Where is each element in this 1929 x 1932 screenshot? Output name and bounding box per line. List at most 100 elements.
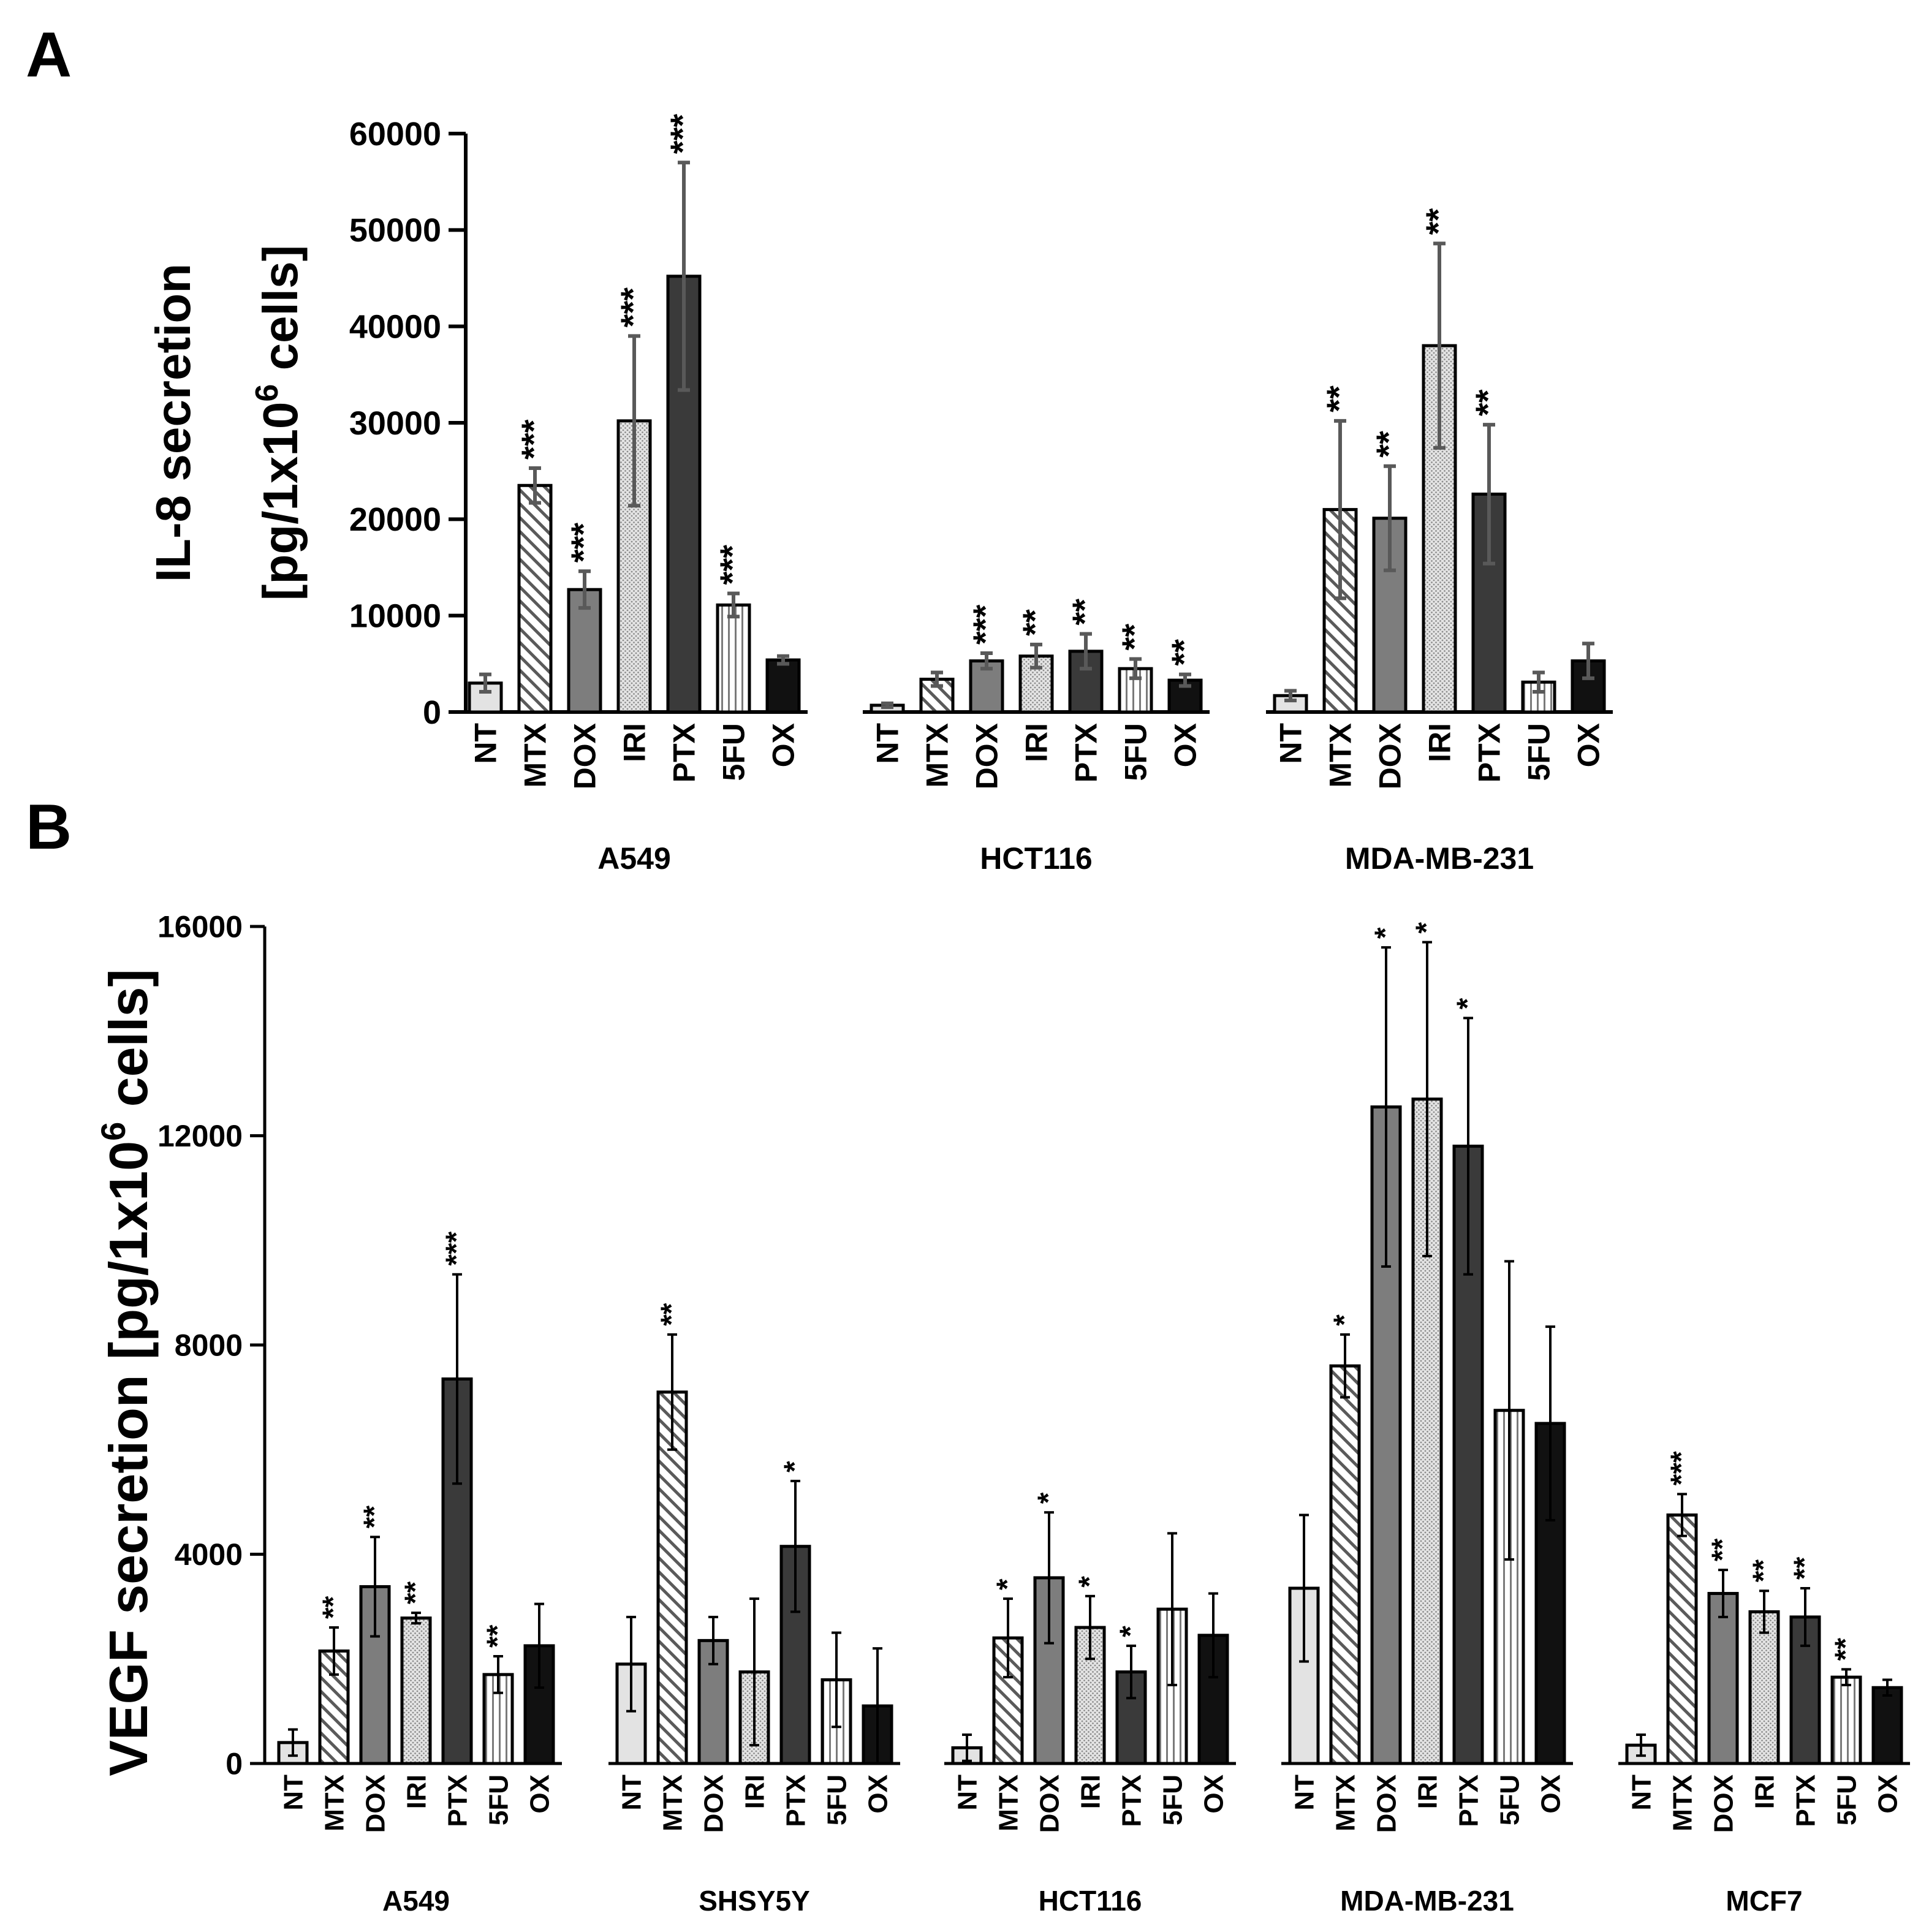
- y-tick-label: 4000: [175, 1537, 243, 1572]
- category-label: 5FU: [1158, 1775, 1188, 1825]
- category-label: NT: [469, 723, 503, 764]
- panel-b-ylabel-suffix: cells]: [98, 969, 159, 1121]
- y-tick-label: 20000: [349, 501, 441, 538]
- category-label: IRI: [401, 1775, 431, 1809]
- bar-mcf7-iri: [1748, 1610, 1780, 1765]
- significance-label: **: [1468, 389, 1507, 416]
- category-label: 5FU: [1522, 723, 1556, 781]
- category-label: DOX: [1371, 1775, 1401, 1833]
- significance-label: **: [358, 1506, 390, 1529]
- panel-b-ylabel-sup: 6: [94, 1122, 132, 1141]
- significance-label: **: [317, 1596, 349, 1619]
- category-label: IRI: [1749, 1775, 1779, 1809]
- category-label: DOX: [970, 723, 1004, 789]
- category-label: PTX: [1791, 1775, 1821, 1827]
- bar-a549-iri: [400, 1616, 432, 1765]
- y-tick-label: 8000: [175, 1328, 243, 1363]
- category-label: MTX: [518, 723, 553, 788]
- significance-label: **: [1419, 208, 1457, 235]
- group-label: HCT116: [1039, 1885, 1142, 1917]
- bar-mcf7-dox: [1707, 1592, 1739, 1765]
- panel-b-bars: NT**MTX**DOX**IRI***PTX**5FU OXA549NT**MT…: [265, 922, 1910, 1917]
- y-tick-label: 0: [225, 1747, 243, 1781]
- bar-a549-ox: [765, 658, 801, 714]
- category-label: OX: [863, 1775, 893, 1814]
- significance-label: **: [1747, 1559, 1779, 1583]
- panel-a-y-ticks: 0 10000 20000 30000 40000 50000 60000: [349, 116, 466, 731]
- significance-label: *: [1410, 922, 1442, 934]
- significance-label: **: [1164, 639, 1203, 666]
- significance-label: ***: [966, 604, 1004, 645]
- category-label: NT: [278, 1775, 308, 1811]
- significance-label: *: [1328, 1314, 1360, 1326]
- category-label: NT: [871, 723, 905, 764]
- panel-a-ylabel-line2: [pg/1x106 cells]: [249, 245, 308, 600]
- category-label: DOX: [1373, 723, 1408, 789]
- group-label: HCT116: [980, 841, 1092, 876]
- significance-label: **: [1788, 1556, 1821, 1580]
- category-label: MTX: [920, 723, 955, 788]
- category-label: IRI: [740, 1775, 770, 1809]
- category-label: OX: [767, 723, 801, 767]
- significance-label: ***: [564, 523, 602, 563]
- category-label: OX: [1873, 1775, 1903, 1814]
- category-label: 5FU: [1832, 1775, 1862, 1825]
- category-label: OX: [1169, 723, 1203, 767]
- significance-label: *: [1451, 998, 1484, 1009]
- y-tick-label: 12000: [157, 1119, 243, 1153]
- category-label: OX: [1536, 1775, 1566, 1814]
- significance-label: *: [1369, 927, 1401, 939]
- y-tick-label: 50000: [349, 212, 441, 249]
- significance-label: ***: [440, 1231, 472, 1265]
- category-label: NT: [1274, 723, 1308, 764]
- category-label: IRI: [1075, 1775, 1105, 1809]
- category-label: MTX: [1324, 723, 1358, 788]
- group-label: A549: [382, 1885, 450, 1917]
- significance-label: **: [1065, 599, 1104, 626]
- category-label: 5FU: [1119, 723, 1153, 781]
- significance-label: *: [1032, 1492, 1064, 1504]
- y-tick-label: 10000: [349, 598, 441, 635]
- significance-label: ***: [1665, 1451, 1697, 1485]
- significance-label: ***: [663, 114, 702, 154]
- category-label: IRI: [618, 723, 652, 762]
- panel-a: A IL-8 secretion [pg/1x106 cells] 0 10000…: [26, 20, 1613, 876]
- group-label: MCF7: [1726, 1885, 1802, 1917]
- significance-label: **: [399, 1581, 431, 1604]
- category-label: OX: [525, 1775, 555, 1814]
- category-label: MTX: [658, 1775, 688, 1832]
- category-label: 5FU: [717, 723, 751, 781]
- y-tick-label: 0: [423, 694, 441, 731]
- category-label: IRI: [1412, 1775, 1442, 1809]
- category-label: NT: [1289, 1775, 1319, 1811]
- significance-label: **: [1706, 1538, 1738, 1561]
- category-label: DOX: [1034, 1775, 1064, 1833]
- group-label: MDA-MB-231: [1340, 1885, 1514, 1917]
- category-label: DOX: [699, 1775, 729, 1833]
- bar-mda-mb-231-mtx: [1329, 1364, 1361, 1765]
- category-label: NT: [616, 1775, 646, 1811]
- significance-label: ***: [514, 419, 553, 460]
- significance-label: ***: [613, 287, 652, 328]
- significance-label: **: [1319, 385, 1358, 412]
- significance-label: **: [1829, 1638, 1862, 1661]
- category-label: PTX: [1472, 723, 1507, 782]
- category-label: NT: [1626, 1775, 1656, 1811]
- panel-b-ylabel: VEGF secretion [pg/1x106 cells]: [94, 969, 159, 1776]
- significance-label: **: [1369, 431, 1408, 458]
- category-label: PTX: [1453, 1775, 1484, 1827]
- panel-a-ylabel-sup: 6: [249, 384, 285, 402]
- significance-label: *: [991, 1578, 1023, 1590]
- category-label: PTX: [781, 1775, 811, 1827]
- category-label: MTX: [993, 1775, 1023, 1832]
- significance-label: ***: [713, 545, 751, 585]
- bar-a549-5fu: [716, 603, 751, 714]
- bar-a549-mtx: [517, 483, 553, 714]
- significance-label: *: [1114, 1626, 1146, 1637]
- category-label: DOX: [568, 723, 602, 789]
- group-label: SHSY5Y: [699, 1885, 810, 1917]
- significance-label: **: [1015, 609, 1054, 636]
- panel-a-ylabel-line1: IL-8 secretion: [146, 263, 200, 582]
- panel-a-ylabel-suffix: cells]: [253, 245, 308, 384]
- category-label: PTX: [442, 1775, 472, 1827]
